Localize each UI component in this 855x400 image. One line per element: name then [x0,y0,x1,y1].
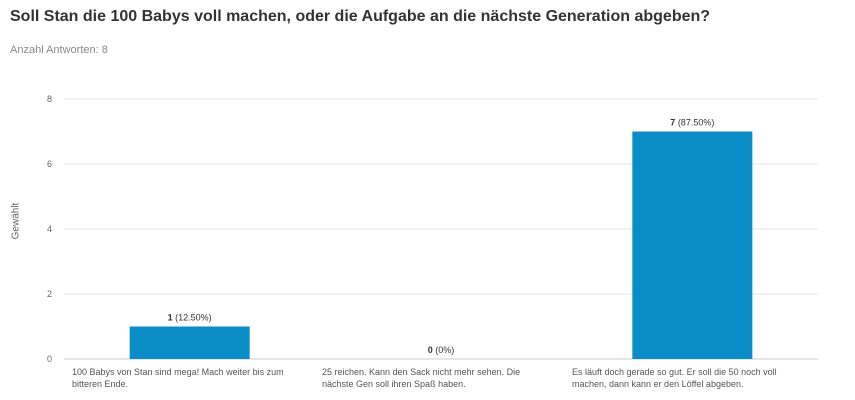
y-axis-label: Gewählt [10,202,22,240]
data-label-count-2: 0 [428,345,433,355]
data-label-3: 7 (87.50%) [670,118,714,128]
data-label-count-3: 7 [670,118,675,128]
y-tick-label-0: 0 [47,354,52,364]
data-label-percent-3: (87.50%) [675,118,714,128]
y-tick-label-2: 2 [47,289,52,299]
y-tick-label-8: 8 [47,94,52,104]
bar-3 [632,131,753,359]
page-title: Soll Stan die 100 Babys voll machen, ode… [10,8,711,25]
data-label-1: 1 (12.50%) [168,313,212,323]
bar-1 [129,326,250,359]
x-category-label-2: 25 reichen. Kann den Sack nicht mehr seh… [322,367,521,389]
y-tick-label-6: 6 [47,159,52,169]
x-category-label-1: 100 Babys von Stan sind mega! Mach weite… [72,367,284,389]
data-label-2: 0 (0%) [428,345,455,355]
x-category-label-3: Es läuft doch gerade so gut. Er soll die… [572,367,777,389]
y-tick-label-4: 4 [47,224,52,234]
data-label-count-1: 1 [168,313,173,323]
response-count: Anzahl Antworten: 8 [10,44,108,56]
data-label-percent-2: (0%) [433,345,455,355]
data-label-percent-1: (12.50%) [173,313,212,323]
